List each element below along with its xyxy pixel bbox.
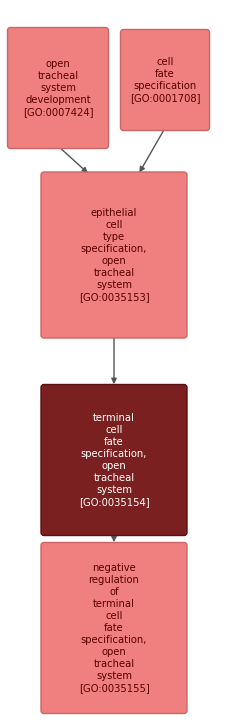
FancyBboxPatch shape: [7, 28, 108, 149]
FancyBboxPatch shape: [41, 172, 186, 338]
FancyBboxPatch shape: [41, 542, 186, 713]
Text: epithelial
cell
type
specification,
open
tracheal
system
[GO:0035153]: epithelial cell type specification, open…: [78, 208, 149, 302]
Text: cell
fate
specification
[GO:0001708]: cell fate specification [GO:0001708]: [129, 57, 199, 103]
Text: open
tracheal
system
development
[GO:0007424]: open tracheal system development [GO:000…: [23, 59, 93, 117]
FancyBboxPatch shape: [120, 30, 209, 130]
FancyBboxPatch shape: [41, 384, 186, 536]
Text: terminal
cell
fate
specification,
open
tracheal
system
[GO:0035154]: terminal cell fate specification, open t…: [78, 413, 149, 507]
Text: negative
regulation
of
terminal
cell
fate
specification,
open
tracheal
system
[G: negative regulation of terminal cell fat…: [78, 563, 149, 693]
